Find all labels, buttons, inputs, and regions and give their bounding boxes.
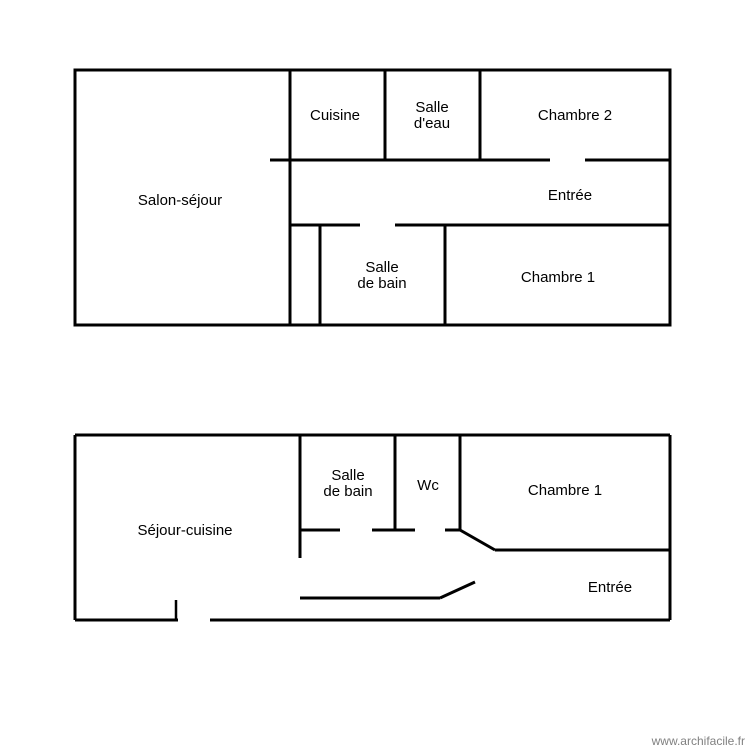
label-salle-deau-2: d'eau [414, 115, 450, 132]
label-chambre1-f2: Chambre 1 [528, 482, 602, 499]
label-entree-2: Entrée [588, 579, 632, 596]
label-salon-sejour: Salon-séjour [138, 192, 222, 209]
label-salle-bain1-1: Salle [365, 259, 398, 276]
label-salle-deau-1: Salle [415, 99, 448, 116]
label-wc: Wc [417, 477, 439, 494]
floor2: Séjour-cuisine Salle de bain Wc Chambre … [75, 435, 670, 620]
floor1: Salon-séjour Cuisine Salle d'eau Chambre… [75, 70, 670, 325]
label-salle-bain2-1: Salle [331, 467, 364, 484]
label-entree-1: Entrée [548, 187, 592, 204]
watermark: www.archifacile.fr [651, 734, 745, 748]
label-salle-bain1-2: de bain [357, 275, 406, 292]
floorplans: Salon-séjour Cuisine Salle d'eau Chambre… [0, 0, 750, 750]
label-sejour-cuisine: Séjour-cuisine [137, 522, 232, 539]
label-chambre1-f1: Chambre 1 [521, 269, 595, 286]
label-chambre2: Chambre 2 [538, 107, 612, 124]
label-salle-bain2-2: de bain [323, 483, 372, 500]
label-cuisine: Cuisine [310, 107, 360, 124]
